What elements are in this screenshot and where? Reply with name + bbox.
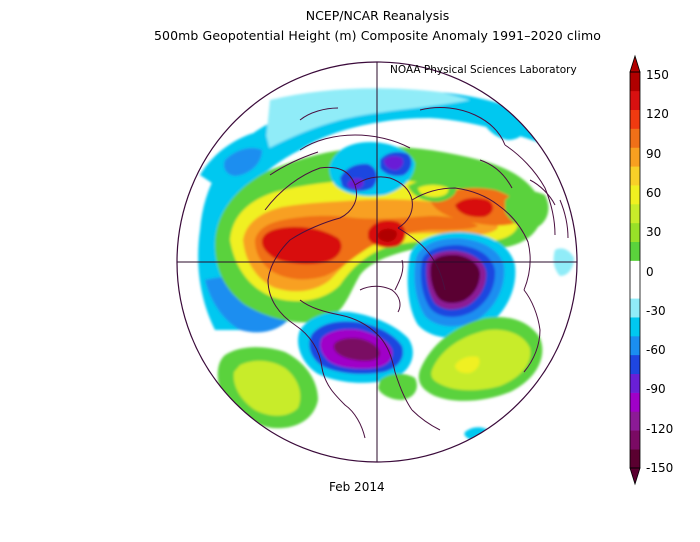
colorbar-cell xyxy=(630,222,640,243)
colorbar-tick-label: 150 xyxy=(646,68,669,82)
colorbar-cell xyxy=(630,204,640,224)
colorbar-cell xyxy=(630,166,640,186)
red-europe-patch xyxy=(455,197,493,218)
colorbar-tick-label: 0 xyxy=(646,264,654,279)
period-label: Feb 2014 xyxy=(329,480,385,494)
colorbar-tick-label: -90 xyxy=(646,382,666,397)
colorbar-bottom-arrow xyxy=(629,467,641,486)
colorbar-cell xyxy=(630,298,640,318)
colorbar-cell xyxy=(630,128,640,148)
colorbar-cell xyxy=(630,317,640,337)
figure-title: NCEP/NCAR Reanalysis xyxy=(305,8,450,23)
colorbar-cell xyxy=(630,279,640,299)
colorbar-tick-label: 90 xyxy=(646,146,662,161)
positive-lower-left-yellow xyxy=(233,360,301,416)
map-boundary xyxy=(176,61,578,463)
colorbar-cell xyxy=(630,90,640,111)
negative-top-right xyxy=(480,111,526,140)
colorbar-tick-label: -30 xyxy=(646,303,666,318)
colorbar-cell xyxy=(630,241,640,261)
colorbar-tick-label: -150 xyxy=(646,461,674,475)
colorbar-cells xyxy=(630,72,640,469)
colorbar-cell xyxy=(630,147,640,167)
colorbar-top-arrow xyxy=(629,54,641,73)
figure-subtitle: 500mb Geopotential Height (m) Composite … xyxy=(153,28,602,43)
colorbar-cell xyxy=(630,336,640,356)
colorbar-frame xyxy=(629,71,641,469)
colorbar-tick-label: 120 xyxy=(646,107,669,122)
positive-ridge-core-red xyxy=(261,226,342,265)
colorbar-cell xyxy=(630,373,640,393)
colorbar-cell xyxy=(630,411,640,431)
positive-lower-right-core xyxy=(455,356,480,374)
colorbar-cell xyxy=(630,260,640,280)
positive-core-north-inner xyxy=(377,228,397,242)
negative-arctic-low-purple xyxy=(384,156,404,170)
positive-lower-mid xyxy=(378,373,417,400)
negative-trough-magenta xyxy=(333,338,380,361)
colorbar-cell xyxy=(630,354,640,375)
colorbar-cell xyxy=(630,72,640,92)
positive-europe-green xyxy=(505,190,549,229)
colorbar-cell xyxy=(630,430,640,450)
colorbar-cell xyxy=(630,109,640,129)
cyan-top-band xyxy=(265,88,470,150)
negative-low-core xyxy=(430,254,480,304)
colorbar-cell xyxy=(630,392,640,412)
blue-west-patch xyxy=(224,148,262,176)
colorbar-tick-label: -60 xyxy=(646,343,666,358)
colorbar-cell xyxy=(630,185,640,205)
positive-lower-right-yellow xyxy=(431,329,531,391)
negative-anomaly-pacific xyxy=(198,91,560,330)
colorbar-cell xyxy=(630,449,640,469)
negative-arctic-low-purple2 xyxy=(347,178,364,189)
coastlines xyxy=(264,107,569,439)
data-source-credit: NOAA Physical Sciences Laboratory xyxy=(390,64,577,76)
colorbar-tick-label: -120 xyxy=(646,421,674,436)
colorbar-tick-label: 30 xyxy=(646,225,662,240)
colorbar-tick-label: 60 xyxy=(646,185,662,200)
